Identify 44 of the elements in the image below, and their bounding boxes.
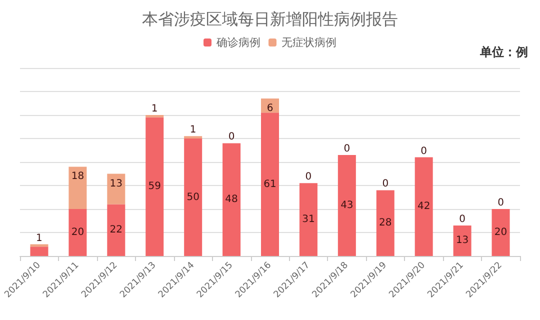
data-label: 42: [417, 201, 430, 212]
data-label: 18: [71, 171, 84, 182]
text: 单位：例: [479, 45, 528, 59]
data-label: 20: [71, 227, 84, 238]
data-label: 13: [456, 235, 469, 246]
data-label: 31: [302, 214, 315, 226]
data-label: 1: [151, 104, 158, 114]
data-label: 0: [420, 146, 428, 157]
data-label: 0: [382, 178, 389, 190]
data-label: 0: [498, 198, 504, 208]
chart-title: 本省涉疫区域每日新增阳性病例报告: [142, 10, 398, 28]
bar: [299, 183, 318, 256]
data-label: 0: [305, 172, 312, 183]
data-label: 50: [186, 192, 200, 203]
bar: [184, 138, 202, 256]
bar: [107, 204, 126, 256]
data-label: 20: [494, 227, 508, 238]
data-label: 0: [228, 132, 235, 143]
bar: [338, 154, 356, 256]
data-label: 0: [344, 143, 350, 154]
bar: [30, 246, 48, 256]
data-label: 13: [110, 178, 123, 190]
legend-label: 无症状病例: [282, 36, 336, 49]
bar: [414, 157, 433, 256]
data-label: 48: [225, 194, 238, 206]
bar: [68, 166, 87, 209]
data-label: 6: [266, 103, 274, 114]
data-label: 1: [190, 124, 196, 136]
bar: [107, 174, 126, 204]
bar: [261, 112, 279, 256]
bar: [222, 143, 241, 256]
bar: [492, 209, 510, 256]
bar: [376, 190, 394, 256]
bar: [453, 225, 472, 256]
legend-label: 确诊病例: [216, 36, 260, 49]
data-label: 61: [264, 178, 276, 190]
bar: [68, 209, 87, 256]
data-label: 1: [36, 232, 42, 244]
bar: [146, 117, 164, 256]
data-label: 22: [110, 224, 123, 236]
data-label: 59: [148, 181, 161, 192]
data-label: 28: [379, 218, 392, 229]
data-label: 0: [459, 214, 466, 225]
data-label: 43: [340, 200, 354, 211]
